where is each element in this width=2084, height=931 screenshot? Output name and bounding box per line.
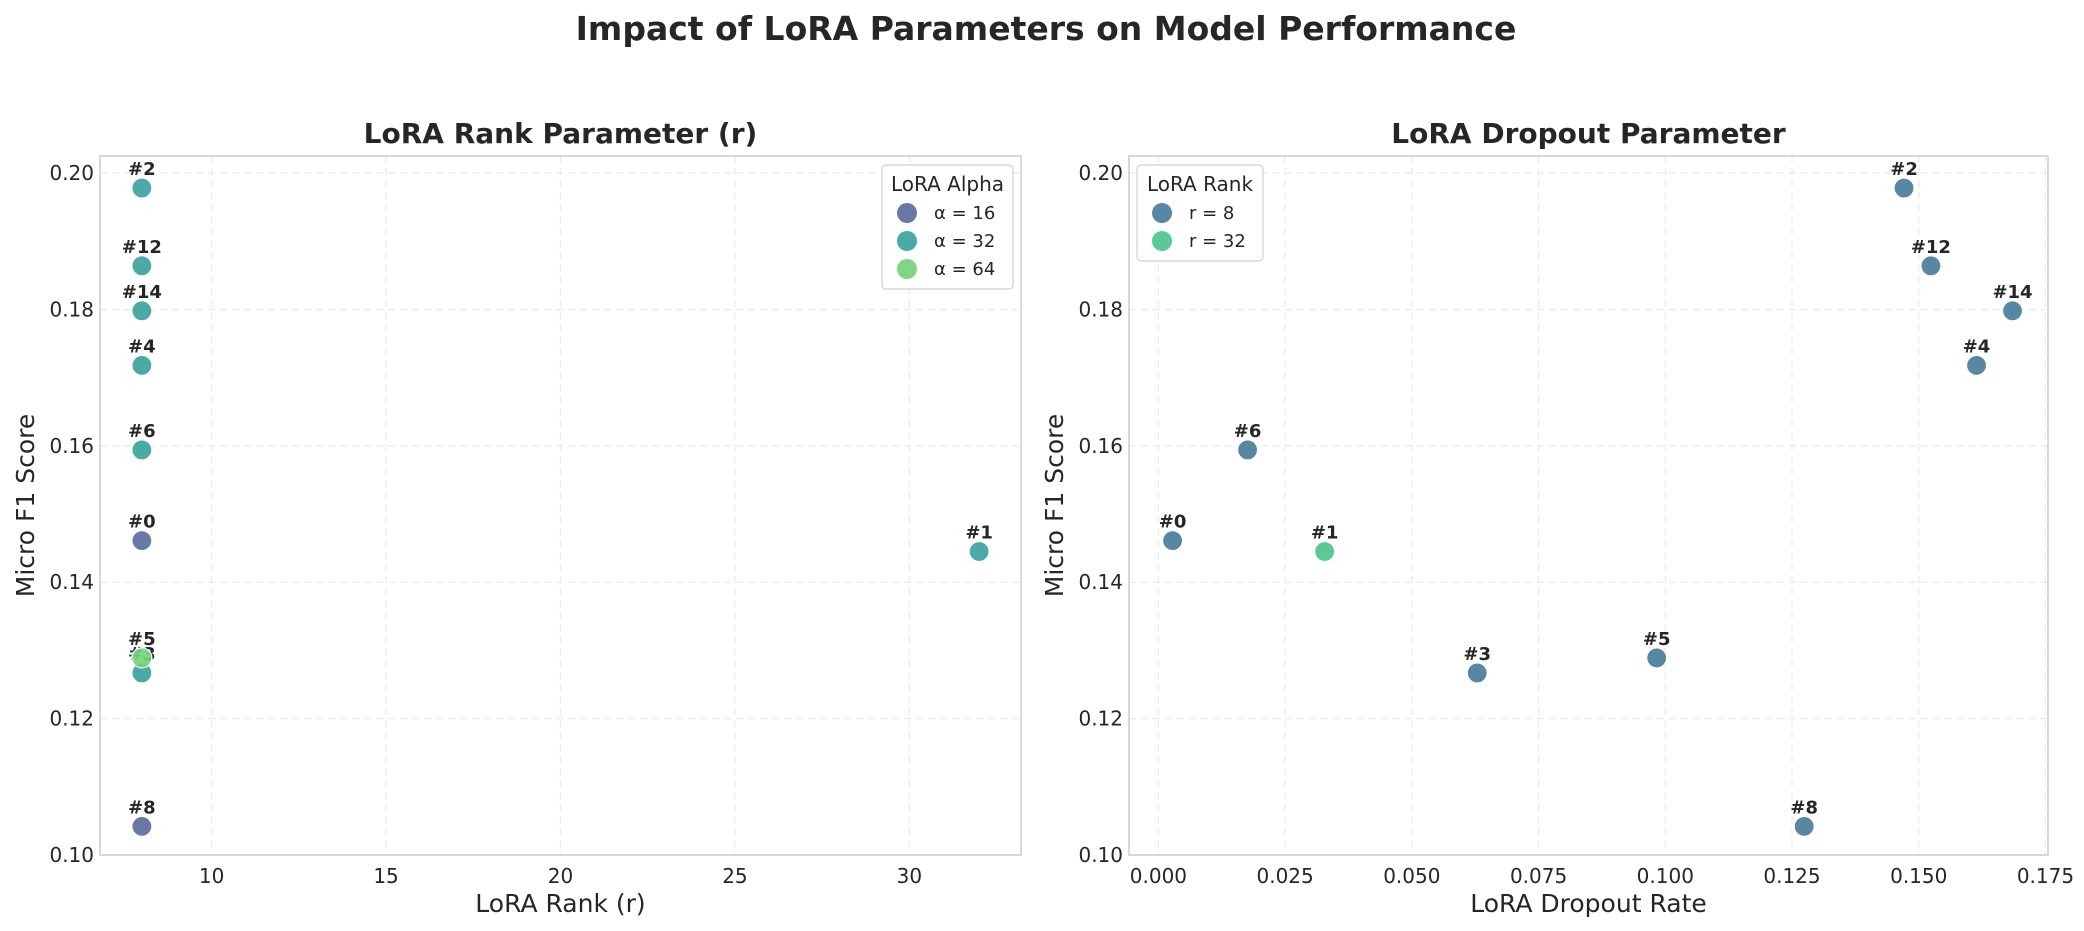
rank-scatter-panel: 10 15 20 25 30 0.10 0.12 0.14 0.16 0.18 0.20 LoRA R… <box>11 117 1022 918</box>
y-tick-label: 0.10 <box>1078 843 1123 867</box>
point-label: #6 <box>1234 421 1262 442</box>
point-label: #0 <box>128 512 156 533</box>
data-point <box>1237 439 1259 461</box>
data-point <box>1793 815 1815 837</box>
point-label: #6 <box>128 421 156 442</box>
x-tick-label: 30 <box>897 864 922 888</box>
y-tick-label: 0.10 <box>49 843 94 867</box>
point-label: #8 <box>1790 797 1818 818</box>
x-axis-label: LoRA Rank (r) <box>475 889 645 918</box>
legend-marker <box>1152 231 1172 251</box>
data-point <box>1161 530 1184 552</box>
legend-box <box>881 164 1014 290</box>
point-label: #5 <box>128 629 156 650</box>
data-point <box>1965 354 1988 376</box>
plot-area-frame <box>99 155 1022 856</box>
x-tick-label: 0.175 <box>2017 864 2074 888</box>
x-tick-label: 0.025 <box>1256 864 1313 888</box>
point-label: #1 <box>965 523 993 544</box>
data-point <box>2001 300 2024 322</box>
legend-marker <box>897 259 917 279</box>
legend-entry-label: r = 8 <box>1189 203 1234 224</box>
y-tick-label: 0.20 <box>49 161 94 185</box>
legend-marker <box>897 231 917 251</box>
x-tick-label: 20 <box>548 864 573 888</box>
data-point <box>131 815 153 837</box>
data-point <box>1314 540 1336 563</box>
point-label: #3 <box>1463 644 1491 665</box>
x-tick-label: 10 <box>199 864 224 888</box>
y-tick-label: 0.20 <box>1078 161 1123 185</box>
y-tick-label: 0.18 <box>1078 297 1123 321</box>
point-label: #1 <box>1311 523 1339 544</box>
x-tick-label: 15 <box>373 864 398 888</box>
panel-title: LoRA Rank Parameter (r) <box>364 117 758 150</box>
point-label: #2 <box>1890 159 1918 180</box>
x-axis-label: LoRA Dropout Rate <box>1470 889 1707 918</box>
data-point <box>131 439 153 461</box>
figure-title: Impact of LoRA Parameters on Model Perfo… <box>576 9 1517 48</box>
legend-entry-label: r = 32 <box>1189 231 1246 252</box>
data-point <box>131 255 153 277</box>
data-point <box>131 530 153 552</box>
x-tick-label: 0.000 <box>1130 864 1187 888</box>
point-label: #4 <box>1963 336 1991 357</box>
data-point <box>968 540 990 563</box>
data-point <box>131 647 153 669</box>
y-tick-label: 0.14 <box>1078 570 1123 594</box>
data-point <box>131 354 153 376</box>
point-label: #12 <box>1911 237 1951 258</box>
y-tick-label: 0.14 <box>49 570 94 594</box>
x-tick-label: 25 <box>722 864 747 888</box>
data-point <box>1646 647 1668 669</box>
y-tick-label: 0.16 <box>49 434 94 458</box>
x-tick-label: 0.050 <box>1383 864 1440 888</box>
x-tick-label: 0.100 <box>1637 864 1694 888</box>
point-label: #5 <box>1643 629 1671 650</box>
point-label: #14 <box>1992 282 2032 303</box>
y-tick-label: 0.12 <box>49 707 94 731</box>
y-tick-label: 0.12 <box>1078 707 1123 731</box>
legend: LoRA Rank r = 8 r = 32 <box>1136 164 1264 262</box>
y-axis-label: Micro F1 Score <box>11 414 40 597</box>
data-point <box>1920 255 1942 277</box>
x-tick-label: 0.125 <box>1763 864 1820 888</box>
data-point <box>1893 177 1915 199</box>
legend-entry-label: α = 64 <box>934 259 995 280</box>
data-point <box>131 300 153 322</box>
point-label: #4 <box>128 336 156 357</box>
legend-title: LoRA Alpha <box>891 172 1004 196</box>
data-point <box>131 177 153 199</box>
point-label: #12 <box>122 237 162 258</box>
data-point <box>1466 662 1488 684</box>
panel-title: LoRA Dropout Parameter <box>1391 117 1786 150</box>
legend-marker <box>897 203 917 223</box>
point-label: #14 <box>122 282 162 303</box>
y-tick-label: 0.16 <box>1078 434 1123 458</box>
legend-marker <box>1152 203 1172 223</box>
legend-entry-label: α = 16 <box>934 203 995 224</box>
dropout-scatter-panel: 0.000 0.025 0.050 0.075 0.100 0.125 0.150 0.175… <box>1040 117 2074 918</box>
plot-area-frame <box>1128 155 2049 856</box>
x-tick-label: 0.150 <box>1890 864 1947 888</box>
point-label: #0 <box>1159 512 1187 533</box>
legend-title: LoRA Rank <box>1147 172 1254 196</box>
legend: LoRA Alpha α = 16 α = 32 α = 64 <box>881 164 1014 290</box>
y-tick-label: 0.18 <box>49 297 94 321</box>
point-label: #2 <box>128 159 156 180</box>
legend-entry-label: α = 32 <box>934 231 995 252</box>
y-axis-label: Micro F1 Score <box>1040 414 1069 597</box>
point-label: #8 <box>128 797 156 818</box>
x-tick-label: 0.075 <box>1510 864 1567 888</box>
